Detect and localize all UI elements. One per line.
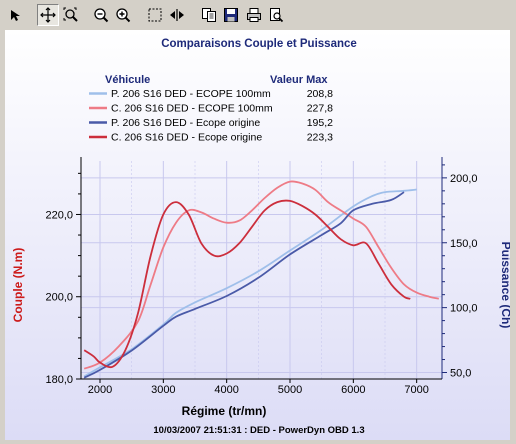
chart-background (5, 30, 510, 440)
cursor-split-button[interactable] (166, 4, 188, 26)
select-region-icon (148, 8, 162, 22)
y-left-tick-label: 180,0 (45, 374, 73, 386)
x-tick-label: 6000 (341, 384, 365, 396)
chart-title: Comparaisons Couple et Puissance (161, 38, 357, 50)
chart: Comparaisons Couple et Puissance Véhicul… (5, 30, 510, 440)
legend-header-max: Valeur Max (270, 74, 328, 86)
x-tick-label: 2000 (88, 384, 112, 396)
y-left-tick-label: 220,0 (45, 209, 73, 221)
legend-series-name-1: C. 206 S16 DED - ECOPE 100mm (111, 103, 273, 115)
y-right-tick-label: 150,0 (450, 238, 478, 250)
y-right-tick-label: 50,0 (450, 368, 471, 380)
cursor-split-icon (170, 9, 184, 21)
legend-series-max-3: 223,3 (307, 132, 333, 144)
print-button[interactable] (243, 4, 265, 26)
axes: 2000 3000 4000 5000 6000 7000 180,0 200,0 220,0 5… (45, 157, 478, 396)
x-tick-label: 7000 (404, 384, 428, 396)
y-axis-right-label: Puissance (Ch) (499, 242, 510, 329)
save-button[interactable] (220, 4, 242, 26)
legend-header-vehicle: Véhicule (105, 74, 150, 86)
x-tick-label: 4000 (214, 384, 238, 396)
arrow-icon (11, 10, 20, 21)
chart-panel: Comparaisons Couple et Puissance Véhicul… (5, 30, 510, 440)
zoom-out-button[interactable] (90, 4, 112, 26)
x-axis-label: Régime (tr/mn) (182, 404, 267, 418)
save-icon (224, 8, 238, 22)
select-region-button[interactable] (144, 4, 166, 26)
zoom-in-button[interactable] (112, 4, 134, 26)
legend-series-name-3: C. 206 S16 DED - Ecope origine (111, 132, 262, 144)
legend-series-max-2: 195,2 (307, 117, 333, 129)
legend-series-name-2: P. 206 S16 DED - Ecope origine (111, 117, 260, 129)
y-axis-left-label: Couple (N.m) (11, 248, 25, 323)
zoom-fit-button[interactable] (60, 4, 82, 26)
x-tick-label: 3000 (151, 384, 175, 396)
toolbar (0, 0, 516, 30)
series-line-2 (83, 191, 405, 379)
x-tick-label: 5000 (278, 384, 302, 396)
copy-button[interactable] (198, 4, 220, 26)
series-lines (83, 180, 440, 379)
pan-crosshair-icon (40, 7, 56, 23)
zoom-out-icon (94, 8, 109, 23)
print-preview-icon (270, 8, 284, 23)
y-right-tick-label: 200,0 (450, 173, 478, 185)
zoom-in-icon (116, 8, 131, 23)
copy-icon (202, 8, 216, 22)
legend-series-max-1: 227,8 (307, 103, 333, 115)
chart-footer: 10/03/2007 21:51:31 : DED - PowerDyn OBD… (153, 425, 364, 436)
y-right-tick-label: 100,0 (450, 303, 478, 315)
y-left-tick-label: 200,0 (45, 292, 73, 304)
series-line-1 (83, 180, 440, 370)
zoom-fit-icon (63, 7, 78, 22)
legend-series-name-0: P. 206 S16 DED - ECOPE 100mm (111, 88, 271, 100)
pan-button[interactable] (37, 4, 59, 26)
legend: Véhicule Valeur Max P. 206 S16 DED - ECO… (89, 74, 333, 144)
print-preview-button[interactable] (265, 4, 287, 26)
legend-series-max-0: 208,8 (307, 88, 333, 100)
series-line-3 (83, 199, 411, 369)
print-icon (247, 8, 261, 22)
arrow-button[interactable] (5, 4, 27, 26)
